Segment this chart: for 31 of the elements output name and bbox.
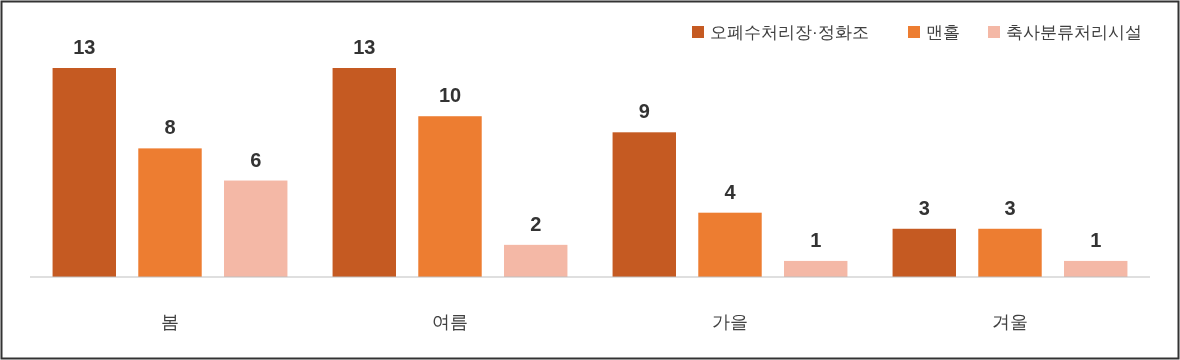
bar xyxy=(1064,260,1128,277)
legend-label: 축사분류처리시설 xyxy=(1006,23,1142,42)
data-label: 6 xyxy=(250,148,262,171)
data-label: 9 xyxy=(638,100,650,123)
data-label: 10 xyxy=(438,84,462,107)
bar xyxy=(784,260,848,277)
data-label: 1 xyxy=(1090,228,1102,251)
bar xyxy=(978,228,1042,277)
legend-label: 오폐수처리장·정화조 xyxy=(710,23,869,42)
data-label: 1 xyxy=(810,228,822,251)
data-label: 13 xyxy=(353,36,376,58)
bar xyxy=(138,148,202,277)
data-label: 2 xyxy=(530,212,542,235)
bar xyxy=(504,244,568,277)
data-label: 4 xyxy=(724,180,737,203)
x-tick-label: 가을 xyxy=(712,312,748,332)
x-tick-label: 여름 xyxy=(432,312,468,332)
legend-label: 맨홀 xyxy=(926,23,960,42)
bar xyxy=(892,228,956,277)
bar xyxy=(612,132,676,277)
bar xyxy=(332,68,396,277)
data-label: 3 xyxy=(918,196,930,219)
bar xyxy=(698,212,762,277)
data-label: 13 xyxy=(73,36,96,58)
bar xyxy=(224,180,288,277)
data-label: 8 xyxy=(164,116,176,139)
data-label: 3 xyxy=(1004,196,1016,219)
x-tick-label: 겨울 xyxy=(992,312,1028,332)
bar xyxy=(418,116,482,277)
x-tick-label: 봄 xyxy=(161,312,179,332)
bar xyxy=(52,68,116,277)
